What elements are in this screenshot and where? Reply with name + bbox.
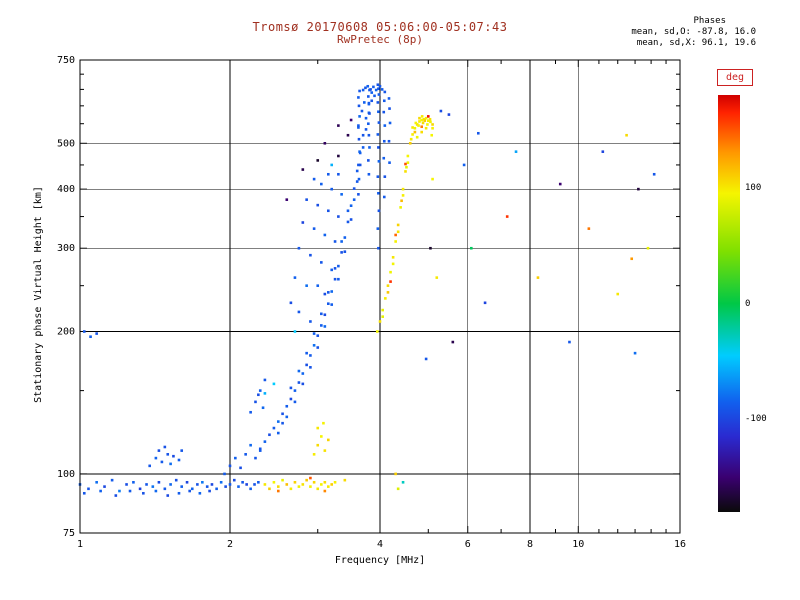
series-o-spread xyxy=(263,83,392,395)
colorbar-tick-label: -100 xyxy=(745,414,767,425)
phases-mean-x: mean, sd,X: 96.1, 19.6 xyxy=(636,38,756,48)
series-o-baseline xyxy=(78,478,260,497)
plot-frame xyxy=(79,59,681,534)
y-tick-label: 300 xyxy=(57,243,75,254)
chart-subtitle: RwPretec (8p) xyxy=(336,33,424,46)
colorbar-tick-label: 100 xyxy=(745,182,762,193)
y-tick-label: 400 xyxy=(57,184,75,195)
series-o-trace xyxy=(258,91,376,451)
series-x-top-cluster xyxy=(411,115,434,139)
y-tick-label: 100 xyxy=(57,469,75,480)
x-tick-label: 1 xyxy=(77,539,83,550)
colorbar-unit-label: deg xyxy=(717,69,754,86)
series-sporadic-scatter xyxy=(401,109,656,484)
series-x-trace xyxy=(375,115,434,333)
y-axis-label: Stationary phase Virtual Height [km] xyxy=(33,186,44,403)
phases-summary: Phases mean, sd,O: -87.8, 16.0 mean, sd,… xyxy=(631,16,756,49)
y-tick-label: 500 xyxy=(57,138,75,149)
y-tick-label: 75 xyxy=(63,528,75,539)
chart-title: Tromsø 20170608 05:06:00-05:07:43 xyxy=(252,20,508,34)
x-tick-label: 16 xyxy=(674,539,686,550)
colorbar-unit-text: deg xyxy=(726,72,745,83)
x-tick-label: 10 xyxy=(572,539,584,550)
x-tick-label: 4 xyxy=(377,539,383,550)
x-tick-label: 6 xyxy=(465,539,471,550)
x-axis-label: Frequency [MHz] xyxy=(334,555,426,566)
grid-lines xyxy=(80,60,680,533)
y-tick-label: 200 xyxy=(57,327,75,338)
x-tick-label: 8 xyxy=(527,539,533,550)
scatter-points xyxy=(78,83,656,497)
x-tick-label: 2 xyxy=(227,539,233,550)
y-tick-label: 750 xyxy=(57,55,75,66)
colorbar-gradient xyxy=(718,95,740,512)
phases-mean-o: mean, sd,O: -87.8, 16.0 xyxy=(631,27,756,37)
series-o-low-scatter xyxy=(82,330,267,476)
series-dark-outliers xyxy=(285,118,353,201)
series-x-baseline xyxy=(263,421,400,493)
phases-heading: Phases xyxy=(693,16,726,26)
axis-tick-labels: 1 2 4 6 8 10 16 75 100 200 300 400 500 750 xyxy=(57,55,686,550)
colorbar-tick-label: 0 xyxy=(745,298,751,309)
